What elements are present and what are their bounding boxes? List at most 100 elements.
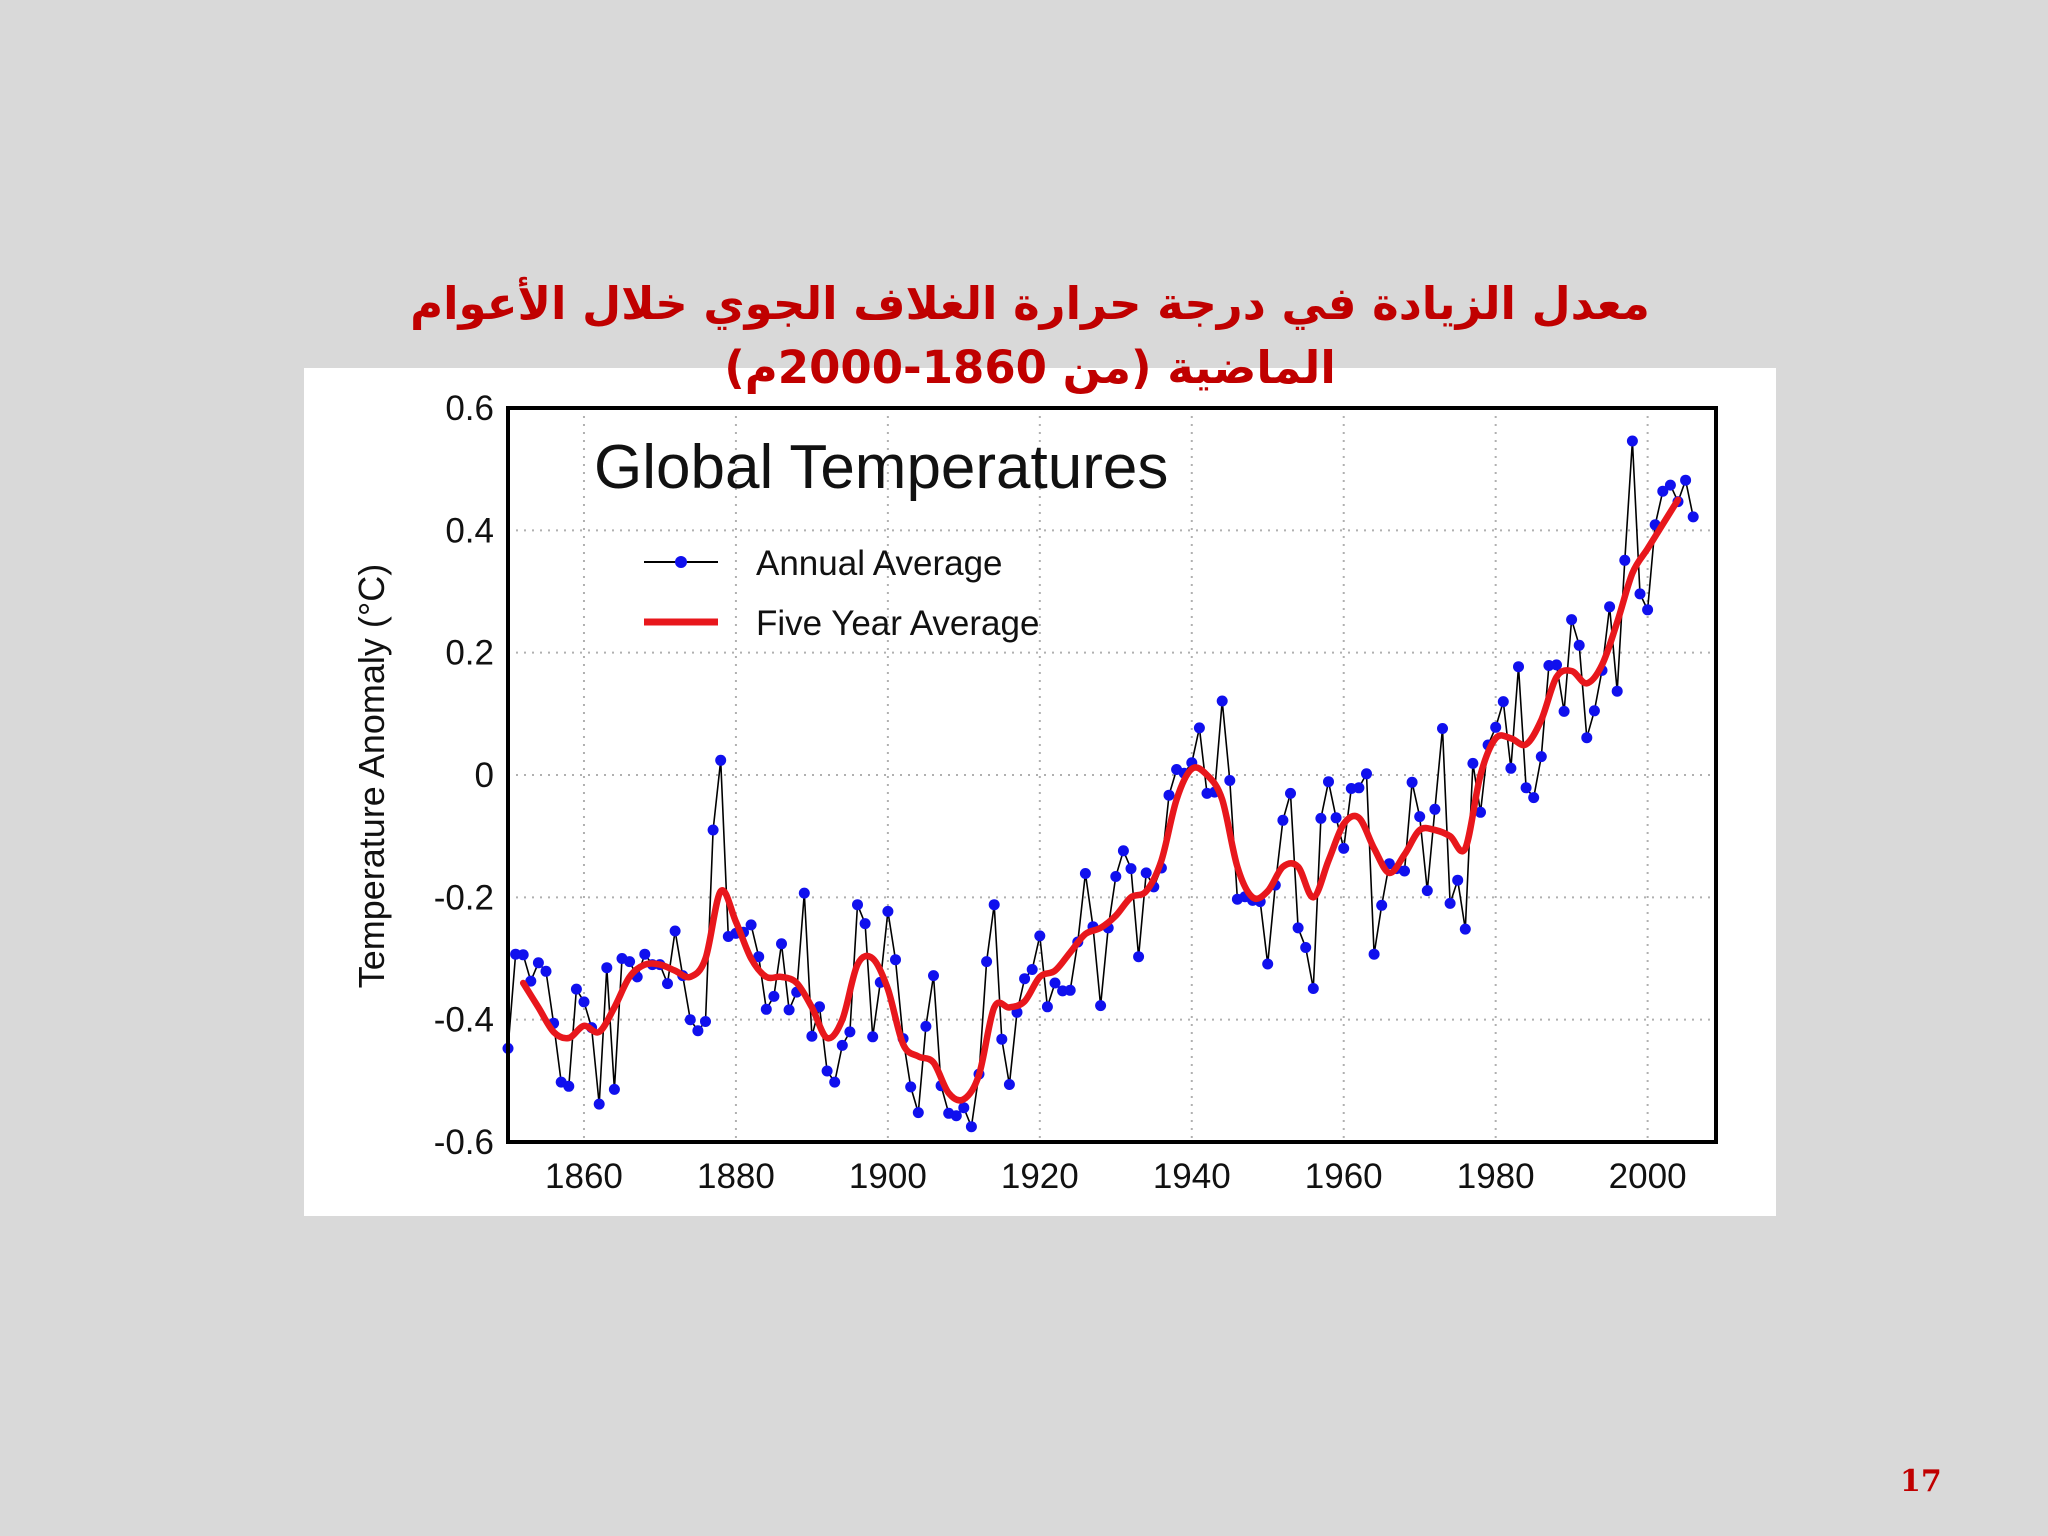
annual-point-1852 [517,949,529,961]
annual-point-1998 [1626,435,1638,447]
series-layer [502,435,1699,1133]
annual-point-1897 [859,918,871,930]
annual-point-1965 [1376,899,1388,911]
annual-point-1931 [1117,845,1129,857]
annual-point-1985 [1528,792,1540,804]
annual-point-1991 [1573,639,1585,651]
annual-point-1894 [836,1039,848,1051]
annual-point-1915 [996,1033,1008,1045]
annual-point-1914 [988,899,1000,911]
annual-point-1937 [1163,789,1175,801]
annual-point-1913 [981,956,993,968]
annual-point-1950 [1262,958,1274,970]
annual-point-1919 [1026,964,1038,975]
x-tick-label-1900: 1900 [849,1157,927,1196]
y-tick-label: 0.2 [445,634,494,673]
annual-point-1926 [1079,868,1091,879]
annual-point-1976 [1459,923,1471,935]
annual-point-1862 [593,1098,605,1110]
annual-point-1952 [1277,814,1289,826]
annual-point-1957 [1315,812,1327,824]
annual-point-1981 [1497,696,1509,708]
annual-point-1864 [608,1083,620,1095]
annual-point-1900 [882,905,894,917]
annual-point-1916 [1003,1079,1015,1090]
annual-point-1993 [1588,705,1600,717]
annual-point-1968 [1399,865,1410,877]
annual-point-1941 [1193,722,1205,734]
y-axis-label: Temperature Anomaly (°C) [351,564,392,989]
annual-point-1958 [1323,776,1334,788]
annual-point-1855 [540,965,552,977]
annual-point-1889 [798,887,810,899]
annual-point-1854 [532,957,544,969]
annual-point-1971 [1421,885,1433,897]
annual-point-1875 [692,1025,704,1037]
annual-point-1924 [1064,984,1076,996]
annual-point-1932 [1125,863,1137,875]
annual-point-1903 [905,1081,917,1093]
annual-point-1871 [662,978,673,990]
annual-point-1934 [1140,867,1152,879]
annual-point-1999 [1634,588,1646,600]
annual-point-1884 [760,1003,772,1015]
annual-point-1960 [1338,842,1350,854]
annual-point-1910 [958,1102,970,1114]
annual-point-1909 [950,1110,962,1122]
slide-title-line-1: معدل الزيادة في درجة حرارة الغلاف الجوي … [410,277,1650,330]
annual-point-1964 [1368,948,1380,960]
annual-point-1878 [715,754,727,766]
annual-point-1863 [601,962,613,974]
x-tick-label-1940: 1940 [1153,1157,1231,1196]
annual-point-1997 [1619,554,1631,566]
annual-point-1890 [806,1030,818,1042]
annual-point-1885 [768,990,780,1002]
annual-point-1883 [753,951,765,963]
annual-point-1977 [1467,757,1479,769]
annual-point-1970 [1414,811,1426,823]
annual-point-1906 [928,970,939,982]
y-tick-label: -0.6 [434,1123,494,1162]
annual-point-1893 [829,1076,841,1088]
annual-point-1989 [1558,705,1570,717]
annual-point-1898 [867,1031,879,1043]
annual-point-1959 [1330,812,1342,824]
annual-point-1887 [783,1004,795,1016]
annual-point-1901 [890,954,901,966]
annual-point-1866 [624,956,636,968]
slide-title: معدل الزيادة في درجة حرارة الغلاف الجوي … [300,272,1760,400]
annual-point-1953 [1285,787,1296,799]
annual-point-1996 [1611,685,1623,697]
annual-point-1975 [1452,874,1464,886]
annual-point-1911 [965,1121,977,1133]
x-tick-label-1920: 1920 [1001,1157,1079,1196]
y-tick-label: 0 [475,756,494,795]
y-tick-label: -0.4 [434,1001,494,1040]
annual-point-1980 [1490,721,1502,733]
annual-point-2006 [1687,511,1699,523]
annual-point-1992 [1581,732,1593,744]
temperature-chart: 1860 1880 1900 1920 1940 1960 1980 2000 -0.6 -0.4… [351,389,1718,1196]
annual-point-2002 [1657,485,1669,497]
annual-point-1962 [1353,782,1365,794]
annual-point-1986 [1535,751,1547,763]
annual-point-1945 [1224,775,1236,786]
plot-frame [506,406,1718,1144]
annual-point-1895 [844,1026,856,1038]
annual-point-1904 [912,1107,924,1119]
x-tick-label-1860: 1860 [545,1157,623,1196]
legend-five-year-label: Five Year Average [756,604,1039,643]
slide-title-line-2: الماضية (من 1860-2000م) [724,341,1336,394]
annual-point-1896 [852,899,863,911]
annual-point-1982 [1505,762,1517,774]
annual-point-1882 [745,919,757,931]
annual-point-1995 [1604,601,1616,613]
annual-point-1886 [776,938,787,950]
annual-point-1891 [814,1001,825,1013]
annual-point-1858 [563,1080,575,1092]
y-tick-label: 0.6 [445,389,494,428]
annual-average-line [507,440,1694,1130]
annual-point-1984 [1520,782,1532,794]
annual-point-1918 [1019,973,1031,985]
grid [508,407,1716,1143]
